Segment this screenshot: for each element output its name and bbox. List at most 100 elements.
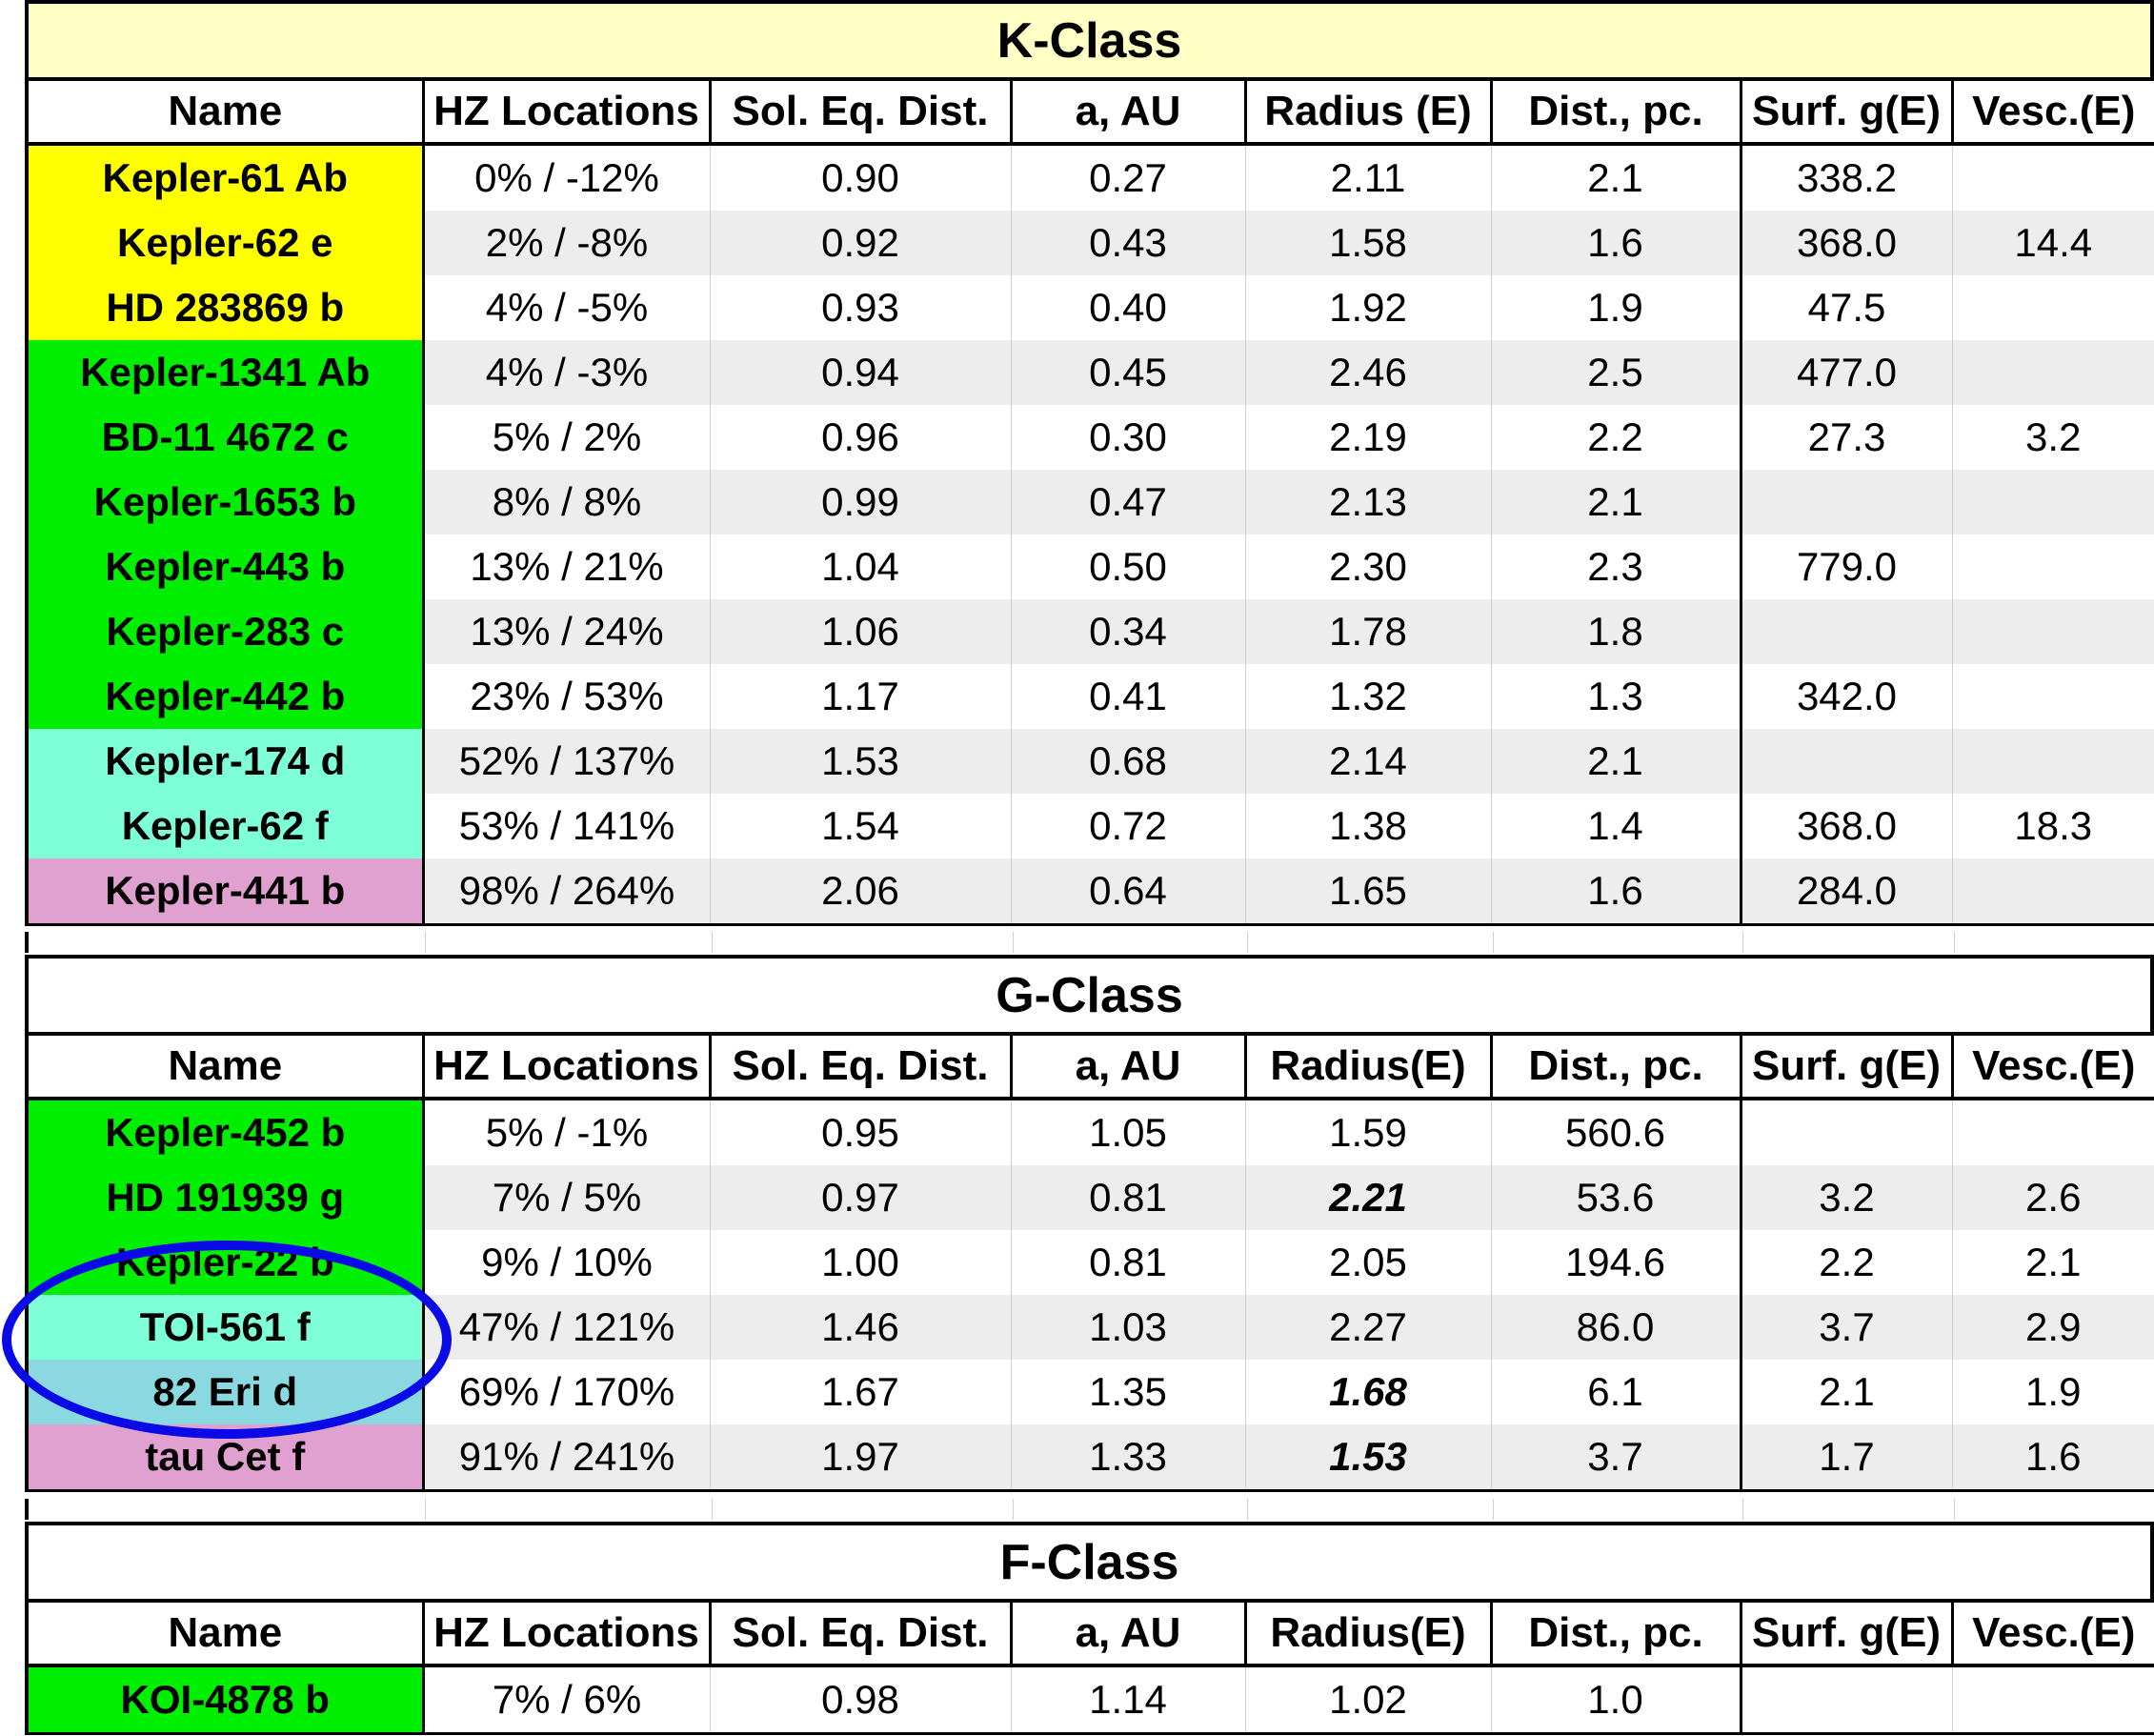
cell-g <box>1739 1665 1952 1735</box>
table-row: Kepler-441 b 98% / 264% 2.06 0.64 1.65 1.6 284… <box>25 858 2154 926</box>
cell-a: 0.68 <box>1010 729 1245 794</box>
cell-radius: 1.59 <box>1244 1099 1491 1165</box>
g-class-header-row: Name HZ Locations Sol. Eq. Dist. a, AU R… <box>25 1032 2154 1100</box>
spacer-divider <box>1013 932 1014 953</box>
table-row: Kepler-283 c 13% / 24% 1.06 0.34 1.78 1.8 <box>25 599 2154 664</box>
cell-sed: 1.04 <box>709 535 1011 599</box>
cell-dist: 2.1 <box>1490 470 1741 535</box>
cell-sed: 1.67 <box>709 1360 1011 1424</box>
cell-dist: 2.2 <box>1490 405 1741 470</box>
cell-a: 0.45 <box>1010 340 1245 405</box>
cell-vesc <box>1951 1665 2154 1735</box>
cell-name: HD 191939 g <box>25 1165 423 1230</box>
cell-dist: 2.1 <box>1490 144 1741 211</box>
cell-sed: 1.97 <box>709 1424 1011 1492</box>
table-row: Kepler-174 d 52% / 137% 1.53 0.68 2.14 2.1 <box>25 729 2154 794</box>
cell-radius: 1.78 <box>1244 599 1491 664</box>
cell-hz: 23% / 53% <box>421 664 710 729</box>
cell-sed: 0.99 <box>709 470 1011 535</box>
cell-radius: 2.21 <box>1244 1165 1491 1230</box>
cell-sed: 0.96 <box>709 405 1011 470</box>
cell-name: Kepler-1341 Ab <box>25 340 423 405</box>
cell-hz: 52% / 137% <box>421 729 710 794</box>
cell-radius: 2.19 <box>1244 405 1491 470</box>
col-header-a: a, AU <box>1009 77 1245 146</box>
cell-dist: 2.5 <box>1490 340 1741 405</box>
k-class-body: Kepler-61 Ab 0% / -12% 0.90 0.27 2.11 2.1 338.… <box>25 144 2154 926</box>
cell-name: Kepler-442 b <box>25 664 423 729</box>
cell-radius: 1.92 <box>1244 275 1491 340</box>
cell-sed: 1.00 <box>709 1230 1011 1295</box>
table-row: Kepler-442 b 23% / 53% 1.17 0.41 1.32 1.3 342.… <box>25 664 2154 729</box>
cell-hz: 69% / 170% <box>421 1360 710 1424</box>
cell-sed: 1.17 <box>709 664 1011 729</box>
col-header-dist: Dist., pc. <box>1489 1599 1741 1667</box>
cell-vesc <box>1951 275 2154 340</box>
cell-sed: 0.93 <box>709 275 1011 340</box>
col-header-g: Surf. g(E) <box>1739 1032 1952 1100</box>
cell-dist: 194.6 <box>1490 1230 1741 1295</box>
cell-g: 3.2 <box>1739 1165 1952 1230</box>
col-header-a: a, AU <box>1009 1032 1245 1100</box>
cell-sed: 1.53 <box>709 729 1011 794</box>
cell-a: 1.35 <box>1010 1360 1245 1424</box>
cell-g: 779.0 <box>1739 535 1952 599</box>
cell-name: Kepler-452 b <box>25 1099 423 1165</box>
k-class-header-row: Name HZ Locations Sol. Eq. Dist. a, AU R… <box>25 77 2154 146</box>
cell-name: TOI-561 f <box>25 1295 423 1360</box>
cell-hz: 13% / 21% <box>421 535 710 599</box>
table-row: tau Cet f 91% / 241% 1.97 1.33 1.53 3.7 1.7 1.6 <box>25 1424 2154 1492</box>
cell-a: 0.81 <box>1010 1165 1245 1230</box>
cell-g: 2.1 <box>1739 1360 1952 1424</box>
cell-radius: 2.13 <box>1244 470 1491 535</box>
cell-a: 0.47 <box>1010 470 1245 535</box>
cell-vesc: 14.4 <box>1951 211 2154 275</box>
cell-sed: 0.97 <box>709 1165 1011 1230</box>
cell-radius: 2.30 <box>1244 535 1491 599</box>
cell-g: 368.0 <box>1739 794 1952 858</box>
k-class-table: Name HZ Locations Sol. Eq. Dist. a, AU R… <box>25 77 2154 926</box>
cell-g: 477.0 <box>1739 340 1952 405</box>
cell-vesc: 1.9 <box>1951 1360 2154 1424</box>
cell-sed: 1.54 <box>709 794 1011 858</box>
cell-vesc <box>1951 1099 2154 1165</box>
cell-dist: 1.8 <box>1490 599 1741 664</box>
cell-vesc <box>1951 729 2154 794</box>
cell-g: 27.3 <box>1739 405 1952 470</box>
cell-name: Kepler-62 f <box>25 794 423 858</box>
cell-a: 0.43 <box>1010 211 1245 275</box>
cell-radius: 2.27 <box>1244 1295 1491 1360</box>
col-header-radius: Radius(E) <box>1243 1032 1491 1100</box>
cell-g: 3.7 <box>1739 1295 1952 1360</box>
col-header-a: a, AU <box>1009 1599 1245 1667</box>
cell-sed: 0.90 <box>709 144 1011 211</box>
spacer-divider <box>1247 1499 1248 1520</box>
cell-hz: 0% / -12% <box>421 144 710 211</box>
cell-dist: 3.7 <box>1490 1424 1741 1492</box>
cell-radius: 1.53 <box>1244 1424 1491 1492</box>
col-header-dist: Dist., pc. <box>1489 1032 1741 1100</box>
cell-hz: 7% / 6% <box>421 1665 710 1735</box>
cell-name: Kepler-283 c <box>25 599 423 664</box>
cell-radius: 2.11 <box>1244 144 1491 211</box>
cell-sed: 0.94 <box>709 340 1011 405</box>
cell-radius: 1.65 <box>1244 858 1491 926</box>
cell-radius: 1.68 <box>1244 1360 1491 1424</box>
cell-dist: 1.0 <box>1490 1665 1741 1735</box>
cell-hz: 91% / 241% <box>421 1424 710 1492</box>
table-row: HD 283869 b 4% / -5% 0.93 0.40 1.92 1.9 47.5 <box>25 275 2154 340</box>
cell-g: 338.2 <box>1739 144 1952 211</box>
col-header-vesc: Vesc.(E) <box>1950 77 2154 146</box>
cell-name: KOI-4878 b <box>25 1665 423 1735</box>
spacer-divider <box>712 1499 713 1520</box>
cell-dist: 2.3 <box>1490 535 1741 599</box>
spacer-divider <box>1742 1499 1743 1520</box>
cell-name: Kepler-443 b <box>25 535 423 599</box>
cell-hz: 5% / 2% <box>421 405 710 470</box>
table-row: HD 191939 g 7% / 5% 0.97 0.81 2.21 53.6 3.2 2.6 <box>25 1165 2154 1230</box>
cell-radius: 1.38 <box>1244 794 1491 858</box>
cell-vesc: 18.3 <box>1951 794 2154 858</box>
cell-radius: 2.46 <box>1244 340 1491 405</box>
g-class-title: G-Class <box>25 955 2154 1036</box>
f-class-title: F-Class <box>25 1522 2154 1603</box>
